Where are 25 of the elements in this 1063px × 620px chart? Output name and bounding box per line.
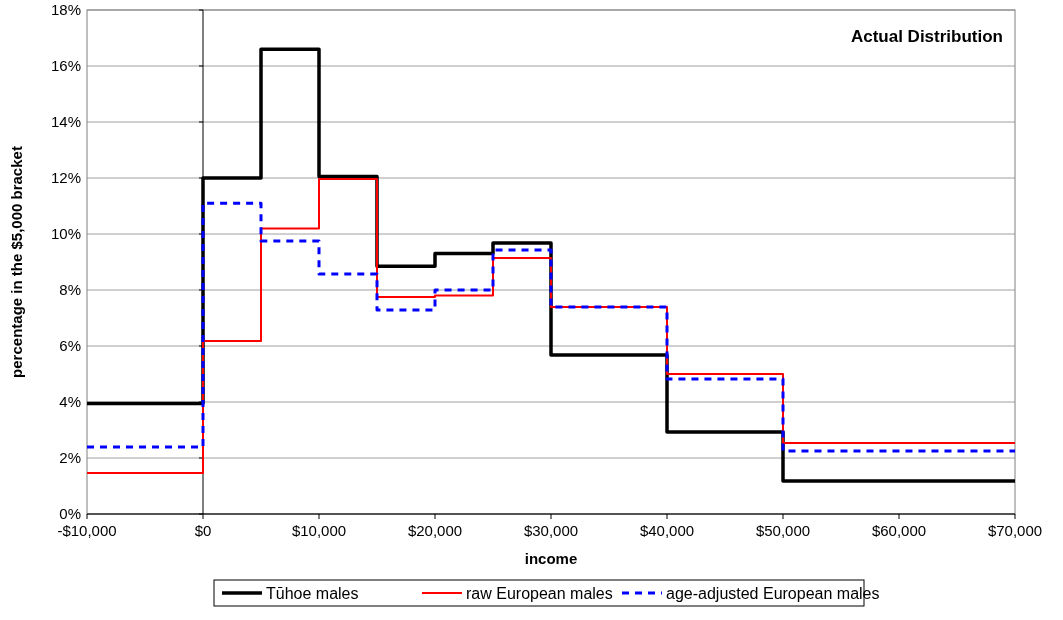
x-tick-label: $20,000 xyxy=(407,522,463,539)
x-axis-title: income xyxy=(524,550,578,567)
y-tick-label: 0% xyxy=(59,505,81,522)
y-tick-label: 12% xyxy=(50,169,81,186)
x-tick-label: $40,000 xyxy=(639,522,695,539)
y-tick-label: 8% xyxy=(59,281,81,298)
x-tick-label: $0 xyxy=(194,522,212,539)
y-axis-title: percentage in the $5,000 bracket xyxy=(8,146,25,378)
x-tick-label: $60,000 xyxy=(871,522,927,539)
legend-label: age-adjusted European males xyxy=(666,585,880,602)
y-tick-label: 16% xyxy=(50,57,81,74)
legend-label: Tūhoe males xyxy=(266,585,359,602)
y-tick-label: 18% xyxy=(50,1,81,18)
x-tick-label: $50,000 xyxy=(755,522,811,539)
y-tick-label: 4% xyxy=(59,393,81,410)
x-tick-label: $10,000 xyxy=(291,522,347,539)
y-tick-label: 10% xyxy=(50,225,81,242)
x-tick-label: -$10,000 xyxy=(57,522,117,539)
legend-label: raw European males xyxy=(466,585,613,602)
y-tick-label: 14% xyxy=(50,113,81,130)
x-tick-label: $70,000 xyxy=(987,522,1043,539)
x-tick-label: $30,000 xyxy=(523,522,579,539)
annotation: Actual Distribution xyxy=(850,27,1003,46)
y-tick-label: 2% xyxy=(59,449,81,466)
y-tick-label: 6% xyxy=(59,337,81,354)
